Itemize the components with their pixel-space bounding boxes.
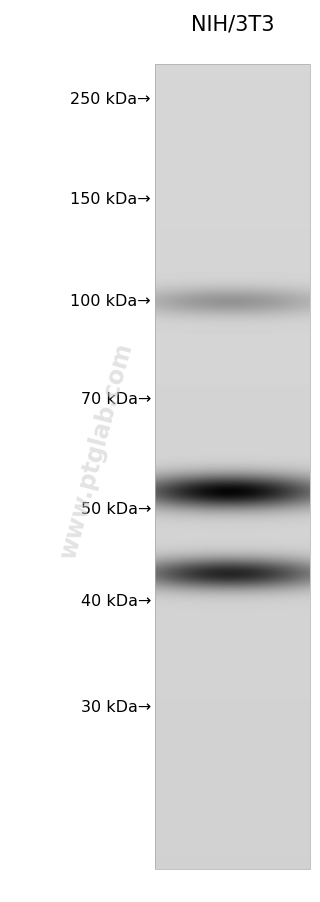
Bar [155, 65, 310, 869]
Text: 30 kDa→: 30 kDa→ [81, 700, 151, 714]
Text: NIH/3T3: NIH/3T3 [191, 15, 274, 35]
Text: 150 kDa→: 150 kDa→ [70, 192, 151, 207]
Text: 50 kDa→: 50 kDa→ [81, 502, 151, 517]
Text: 250 kDa→: 250 kDa→ [70, 92, 151, 107]
Text: 100 kDa→: 100 kDa→ [70, 294, 151, 309]
Text: 70 kDa→: 70 kDa→ [81, 392, 151, 407]
Text: www.ptglab.com: www.ptglab.com [56, 340, 136, 562]
Text: 40 kDa→: 40 kDa→ [81, 594, 151, 609]
